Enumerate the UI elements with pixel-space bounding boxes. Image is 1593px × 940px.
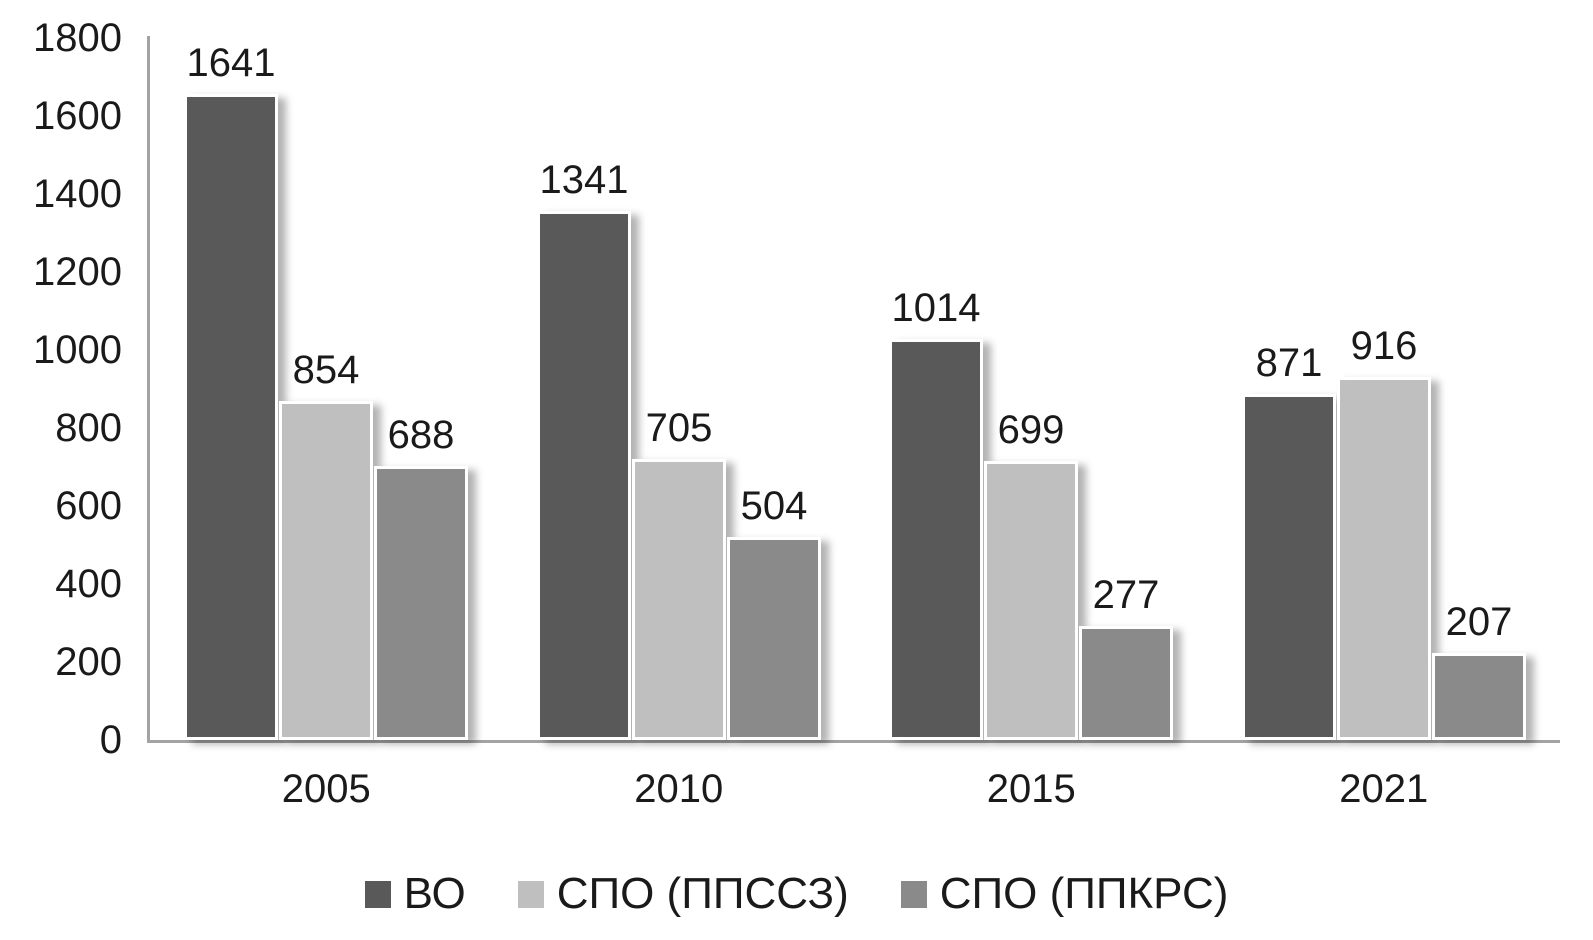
value-label-2015-series3: 277 xyxy=(1092,573,1160,617)
value-label-2021-series2: 916 xyxy=(1350,324,1418,368)
y-tick-label-1800: 1800 xyxy=(33,16,122,60)
y-tick-label-800: 800 xyxy=(55,406,122,450)
legend-label-1: ВО xyxy=(403,869,466,918)
legend-label-3: СПО (ППКРС) xyxy=(939,869,1229,918)
legend: ВО СПО (ППССЗ) СПО (ППКРС) xyxy=(0,868,1593,920)
y-tick-label-600: 600 xyxy=(55,484,122,528)
bar-series2-2021 xyxy=(1340,380,1428,737)
bar-series2-2005 xyxy=(282,404,370,737)
legend-item-2: СПО (ППССЗ) xyxy=(517,868,849,920)
legend-item-3: СПО (ППКРС) xyxy=(900,868,1229,920)
value-label-2010-series2: 705 xyxy=(645,406,713,450)
value-label-2005-series2: 854 xyxy=(292,348,360,392)
legend-swatch-icon xyxy=(900,880,927,908)
y-tick-label-200: 200 xyxy=(55,640,122,684)
legend-label-2: СПО (ППССЗ) xyxy=(556,869,849,918)
y-axis-line xyxy=(147,36,150,743)
legend-swatch-icon xyxy=(517,880,544,908)
value-label-2010-series1: 1341 xyxy=(539,158,629,202)
bar-series3-2015 xyxy=(1082,629,1170,737)
bar-series2-2015 xyxy=(987,464,1075,737)
bar-series3-2010 xyxy=(730,540,818,737)
bar-series2-2010 xyxy=(635,462,723,737)
bar-series1-2010 xyxy=(540,214,628,737)
x-axis-label-2021: 2021 xyxy=(1339,767,1429,811)
y-tick-label-1600: 1600 xyxy=(33,94,122,138)
y-tick-label-0: 0 xyxy=(99,718,122,762)
x-axis-line xyxy=(147,740,1560,743)
legend-item-1: ВО xyxy=(364,868,466,920)
value-label-2015-series1: 1014 xyxy=(891,286,981,330)
value-label-2021-series1: 871 xyxy=(1255,341,1323,385)
y-tick-label-1000: 1000 xyxy=(33,328,122,372)
x-axis-label-2010: 2010 xyxy=(634,767,724,811)
y-tick-label-400: 400 xyxy=(55,562,122,606)
value-label-2010-series3: 504 xyxy=(740,484,808,528)
value-label-2005-series1: 1641 xyxy=(186,41,276,85)
bar-series3-2005 xyxy=(377,469,465,737)
y-tick-label-1200: 1200 xyxy=(33,250,122,294)
bar-series1-2005 xyxy=(187,97,275,737)
y-tick-label-1400: 1400 xyxy=(33,172,122,216)
bar-series1-2021 xyxy=(1245,397,1333,737)
x-axis-label-2005: 2005 xyxy=(281,767,371,811)
legend-swatch-icon xyxy=(364,880,391,908)
bar-series1-2015 xyxy=(892,342,980,737)
value-label-2005-series3: 688 xyxy=(387,413,455,457)
x-axis-label-2015: 2015 xyxy=(986,767,1076,811)
value-label-2015-series2: 699 xyxy=(997,408,1065,452)
value-label-2021-series3: 207 xyxy=(1445,600,1513,644)
bar-series3-2021 xyxy=(1435,656,1523,737)
